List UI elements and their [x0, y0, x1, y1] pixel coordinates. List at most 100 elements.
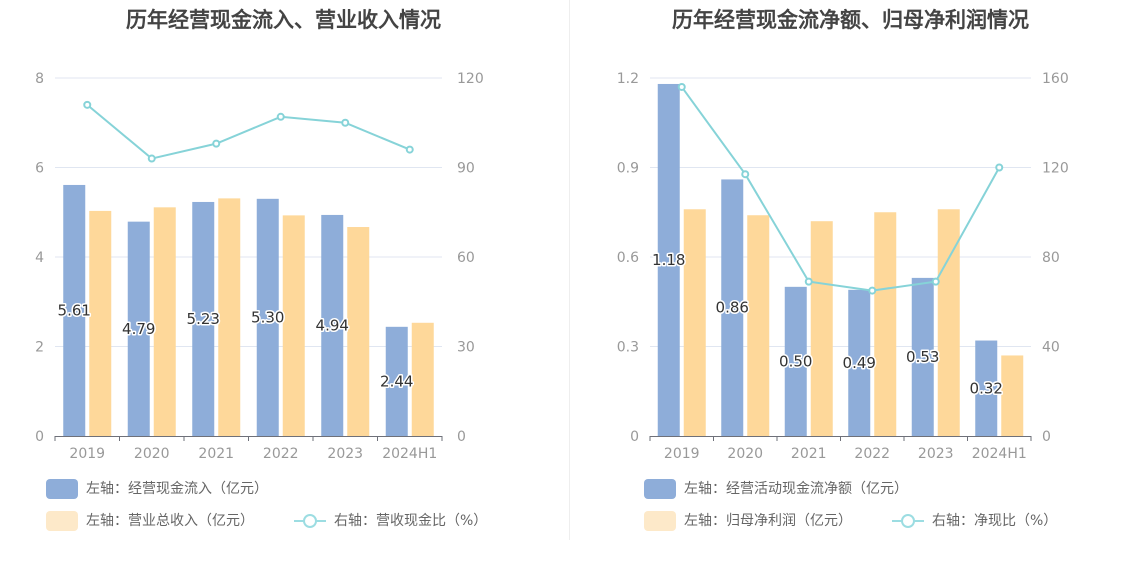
legend-label: 右轴：营收现金比（%）	[334, 513, 488, 529]
bar-data-label: 4.94	[316, 316, 349, 334]
bar-data-label: 5.61	[58, 301, 91, 319]
line-point	[147, 154, 156, 163]
x-axis-tick-label: 2023	[918, 446, 954, 462]
bar-secondary	[1001, 355, 1024, 436]
chart-panel-net-cashflow-profit: 历年经营现金流净额、归母净利润情况 0 0 0.3 40 0.6 80 0.9 120 1.2 1…	[567, 0, 1134, 582]
line-point	[741, 170, 750, 179]
x-axis-tick-label: 2020	[134, 446, 170, 462]
bar-primary	[127, 221, 150, 436]
x-axis-tick-label: 2020	[727, 446, 763, 462]
bar-primary	[657, 83, 680, 436]
left-axis-tick-label: 6	[35, 161, 44, 177]
left-axis-tick-label: 2	[35, 340, 44, 356]
legend-item-ratio[interactable]: 右轴：营收现金比（%）	[294, 510, 487, 532]
bar-primary	[63, 184, 86, 436]
legend-item-revenue[interactable]: 左轴：营业总收入（亿元）	[46, 510, 254, 532]
legend-label: 右轴：净现比（%）	[932, 513, 1058, 529]
left-axis-tick-label: 4	[35, 250, 44, 266]
chart-title: 历年经营现金流入、营业收入情况	[126, 8, 441, 32]
legend-label: 左轴：经营现金流入（亿元）	[86, 481, 268, 497]
chart-panel-cashflow-revenue: 历年经营现金流入、营业收入情况 0 0 2 30 4 60 6 90 8 120 2019 2020 2…	[35, 8, 487, 532]
line-point	[931, 277, 940, 286]
panel-divider	[569, 0, 570, 540]
bar-primary	[721, 179, 744, 436]
line-point	[995, 163, 1004, 172]
line-point	[83, 100, 92, 109]
right-axis-tick-label: 120	[1042, 161, 1069, 177]
left-axis-tick-label: 0.9	[617, 161, 639, 177]
line-point	[804, 277, 813, 286]
line-point	[212, 139, 221, 148]
legend-item-cash-inflow[interactable]: 左轴：经营现金流入（亿元）	[46, 478, 268, 500]
bar-secondary	[218, 198, 241, 436]
left-axis-tick-label: 1.2	[617, 71, 639, 87]
x-axis-tick-label: 2024H1	[382, 446, 437, 462]
line-point	[405, 145, 414, 154]
bar-data-label: 5.23	[187, 310, 220, 328]
x-axis-tick-label: 2021	[198, 446, 234, 462]
bar-secondary	[153, 207, 176, 436]
line-point	[868, 286, 877, 295]
legend-swatch-line-icon	[294, 511, 326, 531]
bar-data-label: 0.50	[779, 352, 812, 370]
bar-secondary	[347, 227, 370, 436]
bar-data-label: 0.49	[843, 354, 876, 372]
bar-data-label: 4.79	[122, 320, 155, 338]
legend-item-net-cashflow[interactable]: 左轴：经营活动现金流净额（亿元）	[644, 478, 908, 500]
chart-plot: 0 0 2 30 4 60 6 90 8 120 2019 2020 2021 2022 2023 2024H…	[35, 71, 484, 462]
right-axis-tick-label: 0	[1042, 429, 1051, 445]
bar-secondary	[683, 209, 706, 436]
bar-primary	[192, 201, 215, 436]
x-axis-tick-label: 2022	[854, 446, 890, 462]
left-axis-tick-label: 0	[630, 429, 639, 445]
bar-secondary	[282, 215, 305, 436]
line-point	[276, 112, 285, 121]
legend-item-net-cash-ratio[interactable]: 右轴：净现比（%）	[892, 510, 1057, 532]
legend-label: 左轴：经营活动现金流净额（亿元）	[684, 481, 908, 497]
right-axis-tick-label: 60	[457, 250, 475, 266]
bar-data-label: 5.30	[251, 308, 284, 326]
x-axis-tick-label: 2019	[69, 446, 105, 462]
bar-primary	[256, 198, 279, 436]
x-axis-tick-label: 2019	[664, 446, 700, 462]
right-axis-tick-label: 40	[1042, 340, 1060, 356]
line-series	[680, 86, 1001, 292]
x-axis-tick-label: 2022	[263, 446, 299, 462]
right-axis-tick-label: 80	[1042, 250, 1060, 266]
x-axis-tick-label: 2023	[327, 446, 363, 462]
bar-secondary	[810, 221, 833, 436]
legend-label: 左轴：营业总收入（亿元）	[86, 513, 254, 529]
right-axis-tick-label: 120	[457, 71, 484, 87]
legend-item-net-profit[interactable]: 左轴：归母净利润（亿元）	[644, 510, 852, 532]
line-point	[677, 82, 686, 91]
bar-data-label: 0.53	[906, 348, 939, 366]
bar-data-label: 1.18	[652, 251, 685, 269]
bar-secondary	[411, 322, 434, 436]
bar-primary	[911, 277, 934, 436]
legend-swatch-bar-blue	[46, 479, 78, 499]
bar-primary	[975, 340, 998, 436]
bar-data-label: 0.32	[970, 379, 1003, 397]
legend-swatch-line-icon	[892, 511, 924, 531]
x-axis-tick-label: 2021	[791, 446, 827, 462]
bar-primary	[321, 214, 344, 436]
bar-primary	[385, 326, 408, 436]
left-axis-tick-label: 0.6	[617, 250, 639, 266]
bar-data-label: 2.44	[380, 372, 413, 390]
legend-swatch-bar-yellow	[46, 511, 78, 531]
right-axis-tick-label: 160	[1042, 71, 1069, 87]
left-axis-tick-label: 0	[35, 429, 44, 445]
chart-plot: 0 0 0.3 40 0.6 80 0.9 120 1.2 160 2019 2020 2021 2022…	[617, 71, 1069, 462]
bar-secondary	[937, 209, 960, 436]
legend-swatch-bar-yellow	[644, 511, 676, 531]
left-axis-tick-label: 0.3	[617, 340, 639, 356]
line-series	[86, 104, 411, 160]
bar-data-label: 0.86	[716, 299, 749, 317]
legend-swatch-bar-blue	[644, 479, 676, 499]
line-point	[341, 118, 350, 127]
legend-label: 左轴：归母净利润（亿元）	[684, 513, 852, 529]
right-axis-tick-label: 0	[457, 429, 466, 445]
bar-secondary	[747, 215, 770, 436]
right-axis-tick-label: 30	[457, 340, 475, 356]
left-axis-tick-label: 8	[35, 71, 44, 87]
